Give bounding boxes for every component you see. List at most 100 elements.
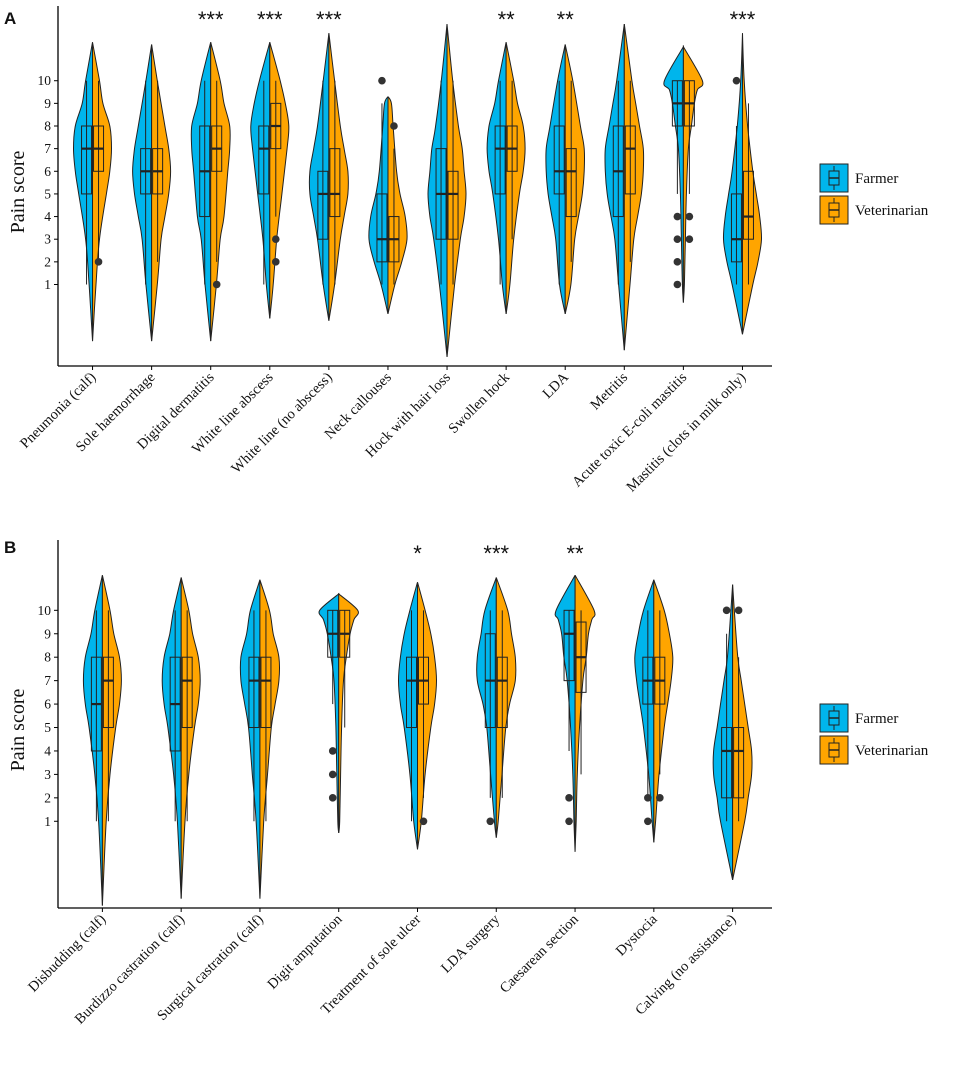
violin-veterinarian-half (180, 577, 201, 899)
veterinarian-outlier (685, 235, 694, 244)
farmer-box (730, 193, 742, 263)
farmer-outlier (673, 235, 682, 244)
violin-veterinarian-half (732, 584, 753, 880)
farmer-outlier (328, 747, 337, 755)
violin-farmer-half (161, 577, 182, 899)
farmer-box (494, 125, 506, 195)
violin-group (318, 592, 359, 834)
x-tick-label: Digit amputation (264, 911, 346, 993)
violin-farmer-half (397, 582, 418, 850)
veterinarian-box (181, 656, 193, 729)
significance-marker: ** (566, 541, 584, 566)
y-tick-label: 5 (44, 720, 51, 735)
veterinarian-box (329, 148, 341, 218)
violin-group (161, 577, 201, 899)
violin-farmer-half (545, 44, 566, 315)
violin-veterinarian-half (269, 42, 290, 319)
significance-marker: *** (316, 7, 342, 32)
veterinarian-outlier (685, 212, 694, 221)
farmer-outlier (673, 212, 682, 221)
veterinarian-box (496, 656, 508, 729)
y-tick-label: 2 (44, 790, 51, 805)
x-tick-label: Acute toxic E-coli mastitis (569, 369, 690, 490)
farmer-box (81, 125, 93, 195)
violin-farmer-half (554, 574, 576, 852)
panel-letter: B (4, 538, 16, 557)
veterinarian-outlier (656, 794, 664, 802)
x-tick-label: Disbudding (calf) (25, 911, 109, 995)
veterinarian-outlier (94, 258, 103, 266)
violin-farmer-half (132, 44, 153, 342)
veterinarian-box (624, 125, 636, 195)
y-tick-label: 4 (44, 743, 51, 758)
farmer-outlier (328, 770, 337, 779)
farmer-outlier (328, 794, 337, 802)
y-tick-label: 3 (44, 767, 51, 782)
y-tick-label: 8 (44, 119, 51, 134)
violin-veterinarian-half (328, 33, 349, 321)
significance-marker: ** (557, 7, 575, 32)
farmer-outlier (565, 794, 573, 802)
farmer-outlier (732, 76, 741, 85)
violin-veterinarian-half (495, 577, 517, 838)
violin-farmer-half (604, 24, 625, 351)
violin-farmer-half (82, 575, 103, 906)
veterinarian-box (102, 656, 114, 729)
farmer-box (376, 193, 388, 263)
violin-farmer-half (239, 579, 261, 899)
y-tick-label: 7 (44, 673, 51, 688)
farmer-outlier (565, 817, 573, 826)
significance-marker: *** (730, 7, 756, 32)
violin-farmer-half (634, 579, 655, 843)
violin-group: *** (308, 7, 349, 321)
legend-veterinarian-label: Veterinarian (855, 743, 929, 759)
y-tick-label: 6 (44, 697, 51, 712)
veterinarian-outlier (271, 258, 280, 266)
panel-letter: A (4, 9, 16, 28)
violin-farmer-half (722, 33, 743, 335)
significance-marker: *** (257, 7, 283, 32)
violin-group (82, 575, 122, 906)
x-tick-label: Swollen hock (446, 369, 514, 437)
farmer-outlier (644, 794, 652, 802)
veterinarian-outlier (212, 280, 221, 289)
x-tick-label: Mastitis (clots in milk only) (623, 369, 749, 495)
farmer-box (317, 170, 329, 240)
violin-veterinarian-half (505, 42, 526, 314)
violin-group (239, 579, 281, 899)
y-axis-title: Pain score (7, 689, 29, 772)
veterinarian-box (742, 170, 754, 240)
violin-farmer-half (190, 42, 212, 342)
violin-veterinarian-half (623, 24, 645, 351)
y-tick-label: 8 (44, 650, 51, 665)
farmer-box (721, 727, 733, 799)
veterinarian-box (447, 170, 459, 240)
veterinarian-outlier (419, 817, 428, 826)
y-tick-label: 10 (38, 73, 52, 88)
violin-group: *** (250, 7, 290, 319)
violin-farmer-half (663, 44, 684, 303)
veterinarian-box (733, 727, 745, 799)
x-tick-label: Caesarean section (497, 911, 583, 997)
veterinarian-box (260, 656, 272, 729)
legend: Farmer Veterinarian (819, 703, 929, 765)
farmer-outlier (378, 76, 386, 85)
violin-group: ** (554, 541, 596, 852)
farmer-box (406, 656, 417, 729)
y-tick-label: 1 (44, 277, 51, 292)
violin-veterinarian-half (387, 96, 408, 315)
x-tick-label: Metritis (587, 369, 631, 413)
violin-farmer-half (476, 577, 497, 838)
y-tick-label: 3 (44, 232, 51, 247)
violin-farmer-half (308, 33, 330, 321)
violin-group (663, 44, 704, 303)
y-tick-label: 4 (44, 209, 51, 224)
violin-farmer-half (712, 584, 734, 880)
x-tick-label: Dystocia (613, 911, 661, 959)
violin-group (712, 584, 753, 880)
veterinarian-outlier (390, 122, 398, 130)
violin-group (132, 44, 172, 342)
legend-veterinarian-label: Veterinarian (855, 203, 929, 219)
